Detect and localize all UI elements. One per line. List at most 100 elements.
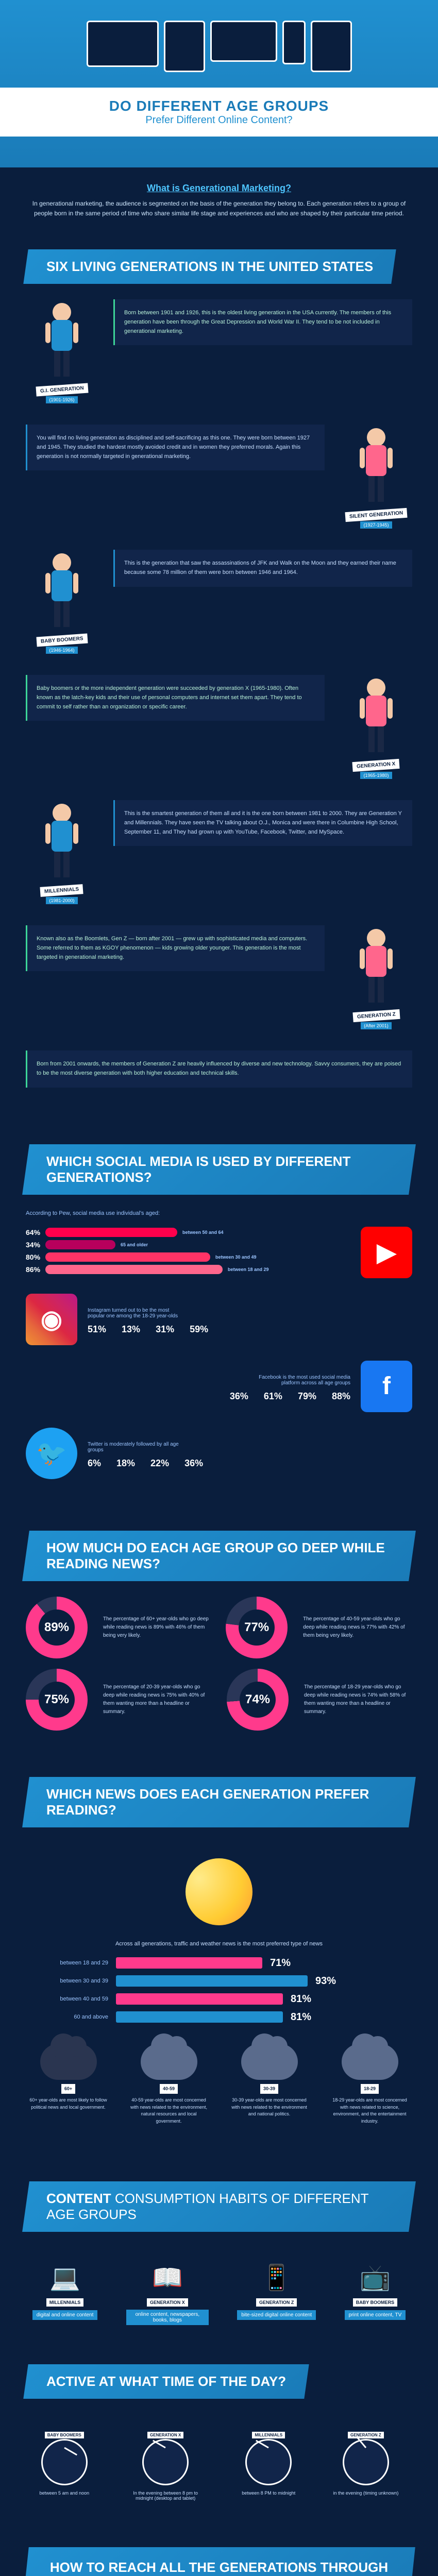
cloud-item: 40-59 40-59 year-olds are most concerned… xyxy=(128,2044,210,2125)
tablet-icon-2 xyxy=(311,21,352,72)
youtube-bar-row: 34% 65 and older xyxy=(26,1240,350,1249)
cloud-item: 60+ 60+ year-olds are most likely to fol… xyxy=(27,2044,110,2111)
youtube-bar-label: 65 and older xyxy=(121,1242,148,1247)
prefer-bar-pct: 71% xyxy=(270,1957,291,1969)
facebook-pct: 79% xyxy=(298,1391,316,1402)
generation-label: GENERATION Z xyxy=(352,1009,400,1022)
main-title: DO DIFFERENT AGE GROUPS xyxy=(10,98,428,114)
section-title-consume: CONTENT CONSUMPTION HABITS OF DIFFERENT … xyxy=(22,2181,416,2232)
generation-row: SILENT GENERATION (1927-1945) You will f… xyxy=(26,425,412,529)
generation-years: (1946-1964) xyxy=(46,647,77,654)
monitor-icon xyxy=(87,21,159,67)
prefer-bar-row: between 40 and 59 81% xyxy=(26,1993,412,2005)
prefer-bar-track xyxy=(116,1993,283,2005)
twitter-pct: 18% xyxy=(116,1458,135,1469)
youtube-row: 64% between 50 and 64 34% 65 and older 8… xyxy=(26,1227,412,1278)
consume-label: online content, newspapers, books, blogs xyxy=(126,2310,209,2325)
generation-row: G.I. GENERATION (1901-1926) Born between… xyxy=(26,299,412,404)
youtube-icon: ▶ xyxy=(361,1227,412,1278)
clock-icon: .clock::before{transform:translate(-50%,… xyxy=(41,2439,88,2485)
facebook-pct: 61% xyxy=(264,1391,282,1402)
instagram-row: ◉ Instagram turned out to be the most po… xyxy=(26,1294,412,1345)
cloud-icon xyxy=(141,2044,197,2080)
instagram-caption: Instagram turned out to be the most popu… xyxy=(88,1308,180,1319)
cloud-icon xyxy=(40,2044,97,2080)
consume-gen-label: GENERATION X xyxy=(147,2298,188,2307)
deep-pie: 89% xyxy=(26,1597,88,1658)
active-gen-label: GENERATION Z xyxy=(348,2432,384,2438)
prefer-bar-pct: 81% xyxy=(291,1993,311,2005)
consume-icon: 📱 xyxy=(237,2263,316,2292)
generation-person: MILLENNIALS (1981-2000) xyxy=(26,800,98,905)
active-item: GENERATION Z .clock::before{transform:tr… xyxy=(333,2430,398,2501)
generation-description: You will find no living generation as di… xyxy=(26,425,325,470)
consume-gen-label: BABY BOOMERS xyxy=(353,2298,397,2307)
prefer-bars: between 18 and 29 71% between 30 and 39 … xyxy=(26,1957,412,2023)
youtube-bar-pct: 64% xyxy=(26,1228,40,1236)
consume-label: print online content, TV xyxy=(345,2310,406,2320)
consume-icon: 💻 xyxy=(32,2263,98,2292)
twitter-pct: 22% xyxy=(150,1458,169,1469)
cloud-gen-label: 30-39 xyxy=(260,2084,278,2094)
generation-row: GENERATION X (1965-1980) Baby boomers or… xyxy=(26,675,412,779)
generation-years: (1965-1980) xyxy=(360,772,392,779)
deep-pie-pct: 77% xyxy=(239,1609,275,1646)
generation-person: G.I. GENERATION (1901-1926) xyxy=(26,299,98,404)
deep-pie-text: The percentage of 20-39 year-olds who go… xyxy=(103,1683,211,1716)
facebook-pct: 36% xyxy=(230,1391,248,1402)
generation-description: Born from 2001 onwards, the members of G… xyxy=(26,1050,412,1087)
prefer-section: Across all generations, traffic and weat… xyxy=(0,1858,438,2166)
youtube-bar-track xyxy=(45,1265,223,1274)
generation-row: BABY BOOMERS (1946-1964) This is the gen… xyxy=(26,550,412,654)
deep-section: 89% The percentage of 60+ year-olds who … xyxy=(0,1597,438,1761)
deep-pie-pct: 89% xyxy=(39,1609,75,1646)
twitter-pct: 36% xyxy=(184,1458,203,1469)
generation-description: This is the smartest generation of them … xyxy=(113,800,412,846)
twitter-icon: 🐦 xyxy=(26,1428,77,1479)
facebook-percents: 36% 61% 79% 88% xyxy=(230,1391,350,1402)
generation-years: (1981-2000) xyxy=(46,897,77,904)
cloud-desc: 18-29 year-olds are most concerned with … xyxy=(329,2097,411,2125)
prefer-bar-pct: 81% xyxy=(291,2011,311,2023)
section-title-deep: HOW MUCH DO EACH AGE GROUP GO DEEP WHILE… xyxy=(22,1531,416,1581)
prefer-bar-track xyxy=(116,2011,283,2023)
deep-pie: 75% xyxy=(26,1669,88,1731)
active-time: between 8 PM to midnight xyxy=(242,2490,295,2496)
generation-row: Born from 2001 onwards, the members of G… xyxy=(26,1050,412,1087)
consume-label: digital and online content xyxy=(32,2310,98,2320)
generation-label: MILLENNIALS xyxy=(40,884,83,897)
generation-label: SILENT GENERATION xyxy=(345,508,407,522)
generation-years: (1901-1926) xyxy=(46,396,77,403)
social-intro: According to Pew, social media use indiv… xyxy=(26,1210,412,1216)
consume-item: 📱 GENERATION Z bite-sized digital online… xyxy=(237,2263,316,2328)
section-title-generations: SIX LIVING GENERATIONS IN THE UNITED STA… xyxy=(23,249,396,284)
intro-heading: What is Generational Marketing? xyxy=(26,183,412,194)
prefer-bar-track xyxy=(116,1957,262,1969)
generation-person: GENERATION Z (After 2001) xyxy=(340,925,412,1030)
prefer-lead: Across all generations, traffic and weat… xyxy=(26,1941,412,1947)
prefer-bar-row: between 18 and 29 71% xyxy=(26,1957,412,1969)
generation-person: GENERATION X (1965-1980) xyxy=(340,675,412,779)
youtube-bar-label: between 50 and 64 xyxy=(182,1230,224,1235)
youtube-bars: 64% between 50 and 64 34% 65 and older 8… xyxy=(26,1228,350,1277)
facebook-row: f Facebook is the most used social media… xyxy=(26,1361,412,1412)
hero-banner: DO DIFFERENT AGE GROUPS Prefer Different… xyxy=(0,0,438,167)
intro-section: What is Generational Marketing? In gener… xyxy=(0,167,438,234)
active-item: GENERATION X .clock::before{transform:tr… xyxy=(127,2430,204,2501)
generation-label: GENERATION X xyxy=(352,759,400,772)
prefer-bar-row: 60 and above 81% xyxy=(26,2011,412,2023)
cloud-item: 18-29 18-29 year-olds are most concerned… xyxy=(329,2044,411,2125)
cloud-gen-label: 40-59 xyxy=(160,2084,178,2094)
generation-description: Known also as the Boomlets, Gen Z — born… xyxy=(26,925,325,971)
generation-person: SILENT GENERATION (1927-1945) xyxy=(340,425,412,529)
active-gen-label: MILLENNIALS xyxy=(252,2432,285,2438)
generation-row: GENERATION Z (After 2001) Known also as … xyxy=(26,925,412,1030)
active-time: In the evening between 8 pm to midnight … xyxy=(127,2490,204,2501)
cloud-gen-label: 60+ xyxy=(61,2084,75,2094)
section-title-prefer: WHICH NEWS DOES EACH GENERATION PREFER R… xyxy=(22,1777,416,1827)
facebook-pct: 88% xyxy=(332,1391,350,1402)
deep-pie-pct: 75% xyxy=(39,1682,75,1718)
youtube-bar-pct: 34% xyxy=(26,1241,40,1249)
youtube-bar-label: between 30 and 49 xyxy=(215,1255,257,1260)
generation-description: Born between 1901 and 1926, this is the … xyxy=(113,299,412,345)
